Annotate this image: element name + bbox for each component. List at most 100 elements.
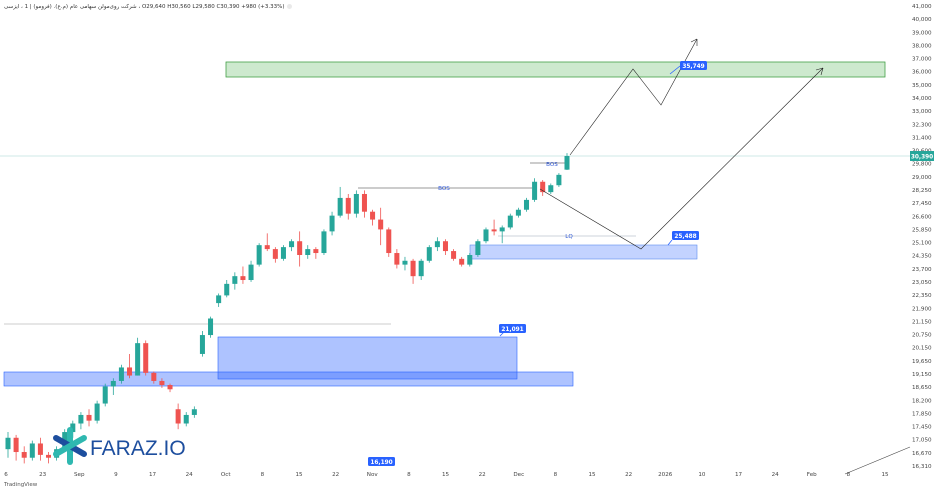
candle-body (515, 209, 521, 216)
y-tick-label: 23,050 (912, 280, 932, 286)
candle-body (118, 367, 124, 381)
candle-body (167, 385, 173, 390)
candle-body (199, 335, 205, 354)
y-tick-label: 17,450 (912, 425, 932, 431)
bos-upper-text: BOS (438, 186, 450, 192)
candle-body (345, 197, 351, 214)
candle-body (256, 245, 262, 265)
callout-target-line (669, 65, 681, 75)
y-tick-label: 36,000 (912, 70, 932, 76)
x-tick-label: 22 (625, 472, 632, 478)
base-support-zone (3, 371, 574, 387)
time-axis[interactable]: 6 23 Sep 9 17 24 Oct 8 15 22 Nov 8 15 22 Dec 8 15 22 2026 1… (4, 472, 889, 478)
candle-body (94, 403, 100, 421)
candle-body (78, 414, 84, 424)
y-tick-label: 19,650 (912, 359, 932, 365)
candle-body (523, 199, 530, 210)
y-tick-label: 29,800 (912, 162, 932, 168)
candle-body (426, 247, 432, 261)
trend-line-bottom-right (844, 446, 911, 475)
x-tick-label: 8 (407, 472, 411, 478)
candle-body (483, 229, 489, 242)
candle-body (507, 215, 513, 228)
candle-body (321, 231, 327, 254)
x-tick-label: 8 (847, 472, 851, 478)
target-label-box (680, 61, 707, 70)
candle-body (159, 380, 165, 385)
candle-body (143, 343, 149, 373)
y-tick-label: 17,050 (912, 438, 932, 444)
y-tick-label: 28,250 (912, 188, 932, 194)
candle-body (110, 380, 116, 387)
candle-body (532, 181, 538, 200)
candle-body (5, 437, 11, 450)
y-tick-label: 38,000 (912, 43, 932, 49)
x-tick-label: 2026 (658, 472, 673, 478)
candle-body (442, 241, 448, 252)
candle-body (313, 249, 319, 254)
y-tick-label: 25,850 (912, 227, 932, 233)
candle-body (548, 185, 554, 193)
y-tick-label: 18,650 (912, 385, 932, 391)
x-tick-label: 15 (295, 472, 303, 478)
candle-body (499, 227, 505, 232)
x-tick-label: 9 (114, 472, 118, 478)
target-label: 35,749 (682, 64, 704, 70)
bos-lower-text: BOS (546, 162, 558, 168)
y-tick-label: 25,100 (912, 241, 932, 247)
y-tick-label: 31,400 (912, 135, 932, 141)
symbol-info: شرکت روی‌مولن سهامی عام (م.ع). (فرومو) |… (4, 4, 285, 10)
candle-body (386, 229, 392, 254)
candle-body (70, 423, 76, 433)
y-tick-label: 22,350 (912, 293, 932, 299)
y-tick-label: 39,000 (912, 30, 932, 36)
y-tick-label: 32,300 (912, 122, 932, 128)
x-tick-label: 23 (39, 472, 47, 478)
candle-body (540, 181, 546, 193)
y-tick-label: 40,000 (912, 17, 932, 23)
candle-body (224, 283, 230, 296)
x-tick-label: 22 (332, 472, 339, 478)
y-tick-label: 16,310 (912, 464, 932, 470)
symbol-header: شرکت روی‌مولن سهامی عام (م.ع). (فرومو) |… (4, 4, 292, 10)
candle-body (135, 343, 141, 376)
candle-body (216, 295, 222, 304)
x-tick-label: 15 (881, 472, 889, 478)
scenario-path-upper (569, 38, 698, 156)
y-tick-label: 18,200 (912, 398, 932, 404)
y-tick-label: 17,850 (912, 411, 932, 417)
y-tick-label: 34,000 (912, 96, 932, 102)
lower-zone-label: 21,091 (501, 327, 523, 333)
y-tick-label: 33,000 (912, 109, 932, 115)
x-tick-label: 24 (186, 472, 194, 478)
logo-text: FARAZ.IO (90, 437, 186, 460)
candle-body (475, 241, 481, 255)
candle-body (37, 443, 43, 455)
x-tick-label: Nov (367, 472, 379, 478)
scenario-path-lower (539, 67, 824, 250)
x-tick-label: 15 (442, 472, 450, 478)
arrowhead-lower-a (815, 67, 824, 71)
candle-body (13, 437, 19, 453)
x-tick-label: 6 (4, 472, 8, 478)
candle-body (329, 215, 335, 232)
y-tick-label: 20,750 (912, 333, 932, 339)
supply-target-zone (225, 61, 886, 78)
y-tick-label: 19,150 (912, 372, 932, 378)
price-axis[interactable]: 41,000 40,000 39,000 38,000 37,000 36,000 35,0… (912, 4, 932, 470)
y-tick-label: 21,900 (912, 306, 932, 312)
x-tick-label: Dec (513, 472, 524, 478)
demand-label-box (672, 231, 699, 240)
candle-body (564, 156, 570, 170)
projection-arrows (539, 38, 911, 475)
tradingview-brand: TradingView (4, 482, 38, 488)
x-tick-label: Oct (221, 472, 231, 478)
x-tick-label: Feb (807, 472, 817, 478)
arrowhead-lower-b (820, 67, 824, 76)
candle-body (21, 452, 27, 458)
x-tick-label: 8 (554, 472, 558, 478)
candle-body (402, 260, 408, 265)
candle-body (232, 276, 238, 284)
